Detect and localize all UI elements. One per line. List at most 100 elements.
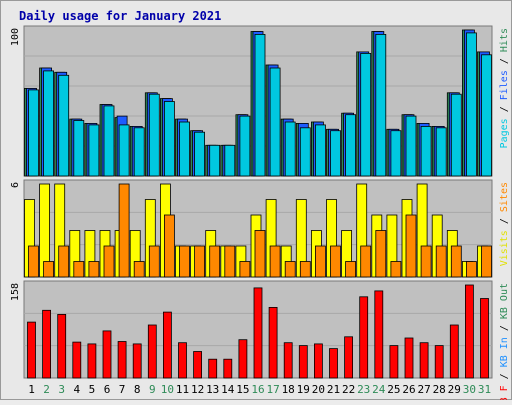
bar-sites bbox=[88, 261, 100, 278]
bar-kb-f bbox=[57, 313, 67, 379]
y-max-label: 158 bbox=[10, 283, 21, 301]
chart-title: Daily usage for January 2021 bbox=[19, 9, 221, 23]
bar-sites bbox=[314, 245, 326, 278]
x-tick-label: 11 bbox=[176, 383, 189, 396]
bar-pages bbox=[465, 32, 477, 177]
bar-pages bbox=[179, 121, 190, 177]
bar-sites bbox=[269, 245, 281, 278]
bar-pages bbox=[330, 130, 341, 177]
bar-sites bbox=[133, 261, 145, 278]
x-tick-label: 16 bbox=[251, 383, 264, 396]
x-tick-label: 6 bbox=[104, 383, 111, 396]
y-max-label: 6 bbox=[10, 182, 21, 188]
y-max-label: 100 bbox=[10, 28, 21, 46]
bar-pages bbox=[375, 34, 387, 177]
bar-sites bbox=[284, 261, 296, 278]
bar-pages bbox=[163, 101, 175, 177]
x-tick-label: 7 bbox=[119, 383, 126, 396]
bar-pages bbox=[299, 127, 311, 177]
legend-entry: Hits bbox=[499, 28, 510, 52]
x-tick-label: 14 bbox=[221, 383, 235, 396]
bar-pages bbox=[148, 93, 160, 177]
x-tick-label: 24 bbox=[372, 383, 386, 396]
x-tick-label: 8 bbox=[134, 383, 141, 396]
bar-pages bbox=[73, 120, 85, 177]
bar-sites bbox=[254, 230, 266, 278]
bar-pages bbox=[405, 115, 417, 177]
x-tick-label: 26 bbox=[402, 383, 415, 396]
bar-kb-f bbox=[178, 342, 187, 379]
bar-sites bbox=[58, 245, 70, 278]
bar-kb-f bbox=[480, 298, 489, 379]
bar-sites bbox=[163, 214, 175, 278]
bar-pages bbox=[284, 121, 296, 177]
bar-sites bbox=[224, 245, 236, 278]
legend-entry: / bbox=[499, 319, 510, 337]
x-tick-label: 9 bbox=[149, 383, 156, 396]
bar-pages bbox=[481, 54, 492, 177]
legend-entry: KB In bbox=[499, 337, 510, 367]
bar-kb-f bbox=[464, 284, 474, 379]
bar-sites bbox=[194, 245, 206, 278]
bar-kb-f bbox=[208, 358, 218, 379]
bar-kb-f bbox=[238, 339, 248, 379]
bar-pages bbox=[28, 89, 39, 177]
x-tick-label: 1 bbox=[28, 383, 35, 396]
bar-kb-f bbox=[449, 324, 459, 379]
bar-kb-f bbox=[298, 345, 308, 379]
x-tick-label: 13 bbox=[206, 383, 219, 396]
bar-sites bbox=[330, 245, 341, 278]
bar-pages bbox=[194, 131, 206, 177]
x-tick-label: 31 bbox=[478, 383, 491, 396]
bar-kb-f bbox=[132, 343, 142, 379]
bar-sites bbox=[209, 245, 221, 278]
bar-kb-f bbox=[283, 342, 293, 379]
bar-sites bbox=[148, 245, 160, 278]
legend-entry: Pages bbox=[499, 118, 510, 148]
bar-pages bbox=[118, 124, 130, 177]
legend-entry: / bbox=[499, 52, 510, 70]
x-tick-label: 5 bbox=[89, 383, 96, 396]
bar-sites bbox=[73, 261, 85, 278]
bar-kb-f bbox=[344, 336, 354, 379]
legend: Pages / Files / Hits bbox=[499, 28, 510, 148]
bar-pages bbox=[269, 67, 281, 177]
bar-sites bbox=[239, 261, 251, 278]
x-tick-label: 20 bbox=[312, 383, 325, 396]
x-tick-label: 21 bbox=[327, 383, 340, 396]
legend-entry: / bbox=[499, 100, 510, 118]
bar-sites bbox=[390, 261, 402, 278]
bar-kb-f bbox=[223, 358, 233, 379]
x-tick-label: 3 bbox=[58, 383, 65, 396]
bar-sites bbox=[43, 261, 54, 278]
bar-pages bbox=[435, 127, 447, 177]
bar-pages bbox=[103, 105, 115, 177]
bar-kb-f bbox=[42, 309, 51, 379]
legend-entry: / bbox=[499, 212, 510, 230]
bar-sites bbox=[299, 261, 311, 278]
bar-pages bbox=[450, 93, 462, 177]
bar-pages bbox=[88, 124, 100, 177]
panel-pages-files-hits: 100 Pages / Files / Hits bbox=[10, 25, 510, 177]
bar-kb-f bbox=[193, 351, 203, 379]
bar-kb-f bbox=[147, 324, 157, 379]
panel-visits-sites: 6 Visits / Sites bbox=[10, 179, 510, 278]
legend-entry: / bbox=[499, 367, 510, 385]
bar-pages bbox=[360, 53, 372, 177]
bar-sites bbox=[103, 245, 115, 278]
x-tick-label: 18 bbox=[282, 383, 295, 396]
bar-kb-f bbox=[329, 348, 338, 379]
legend-entry: Files bbox=[499, 70, 510, 100]
legend: Visits / Sites bbox=[499, 182, 510, 266]
bar-sites bbox=[450, 245, 462, 278]
bar-kb-f bbox=[359, 296, 369, 379]
bar-pages bbox=[224, 144, 236, 177]
bar-kb-f bbox=[117, 341, 127, 379]
bar-sites bbox=[360, 245, 372, 278]
bar-kb-f bbox=[27, 321, 36, 379]
legend-entry: Sites bbox=[499, 182, 510, 212]
